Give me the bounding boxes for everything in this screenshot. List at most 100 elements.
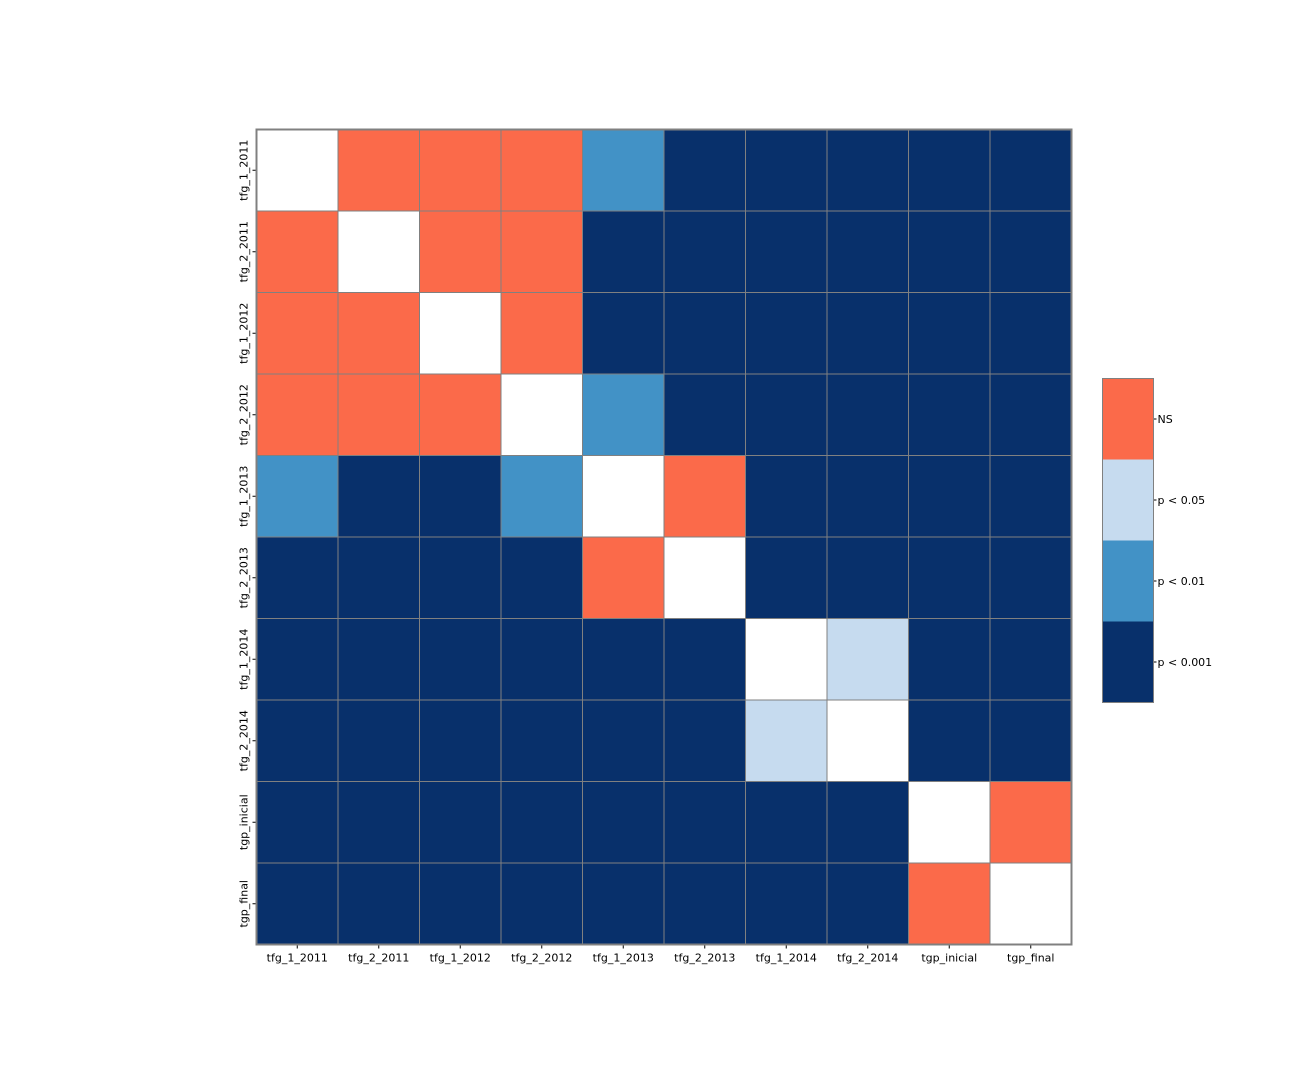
- heatmap-cell: [745, 292, 828, 375]
- y-tick-label: tfg_1_2013: [238, 466, 251, 527]
- heatmap-cell: [256, 781, 339, 864]
- heatmap-cell: [337, 862, 420, 945]
- heatmap-cell: [745, 699, 828, 782]
- heatmap-cell: [582, 862, 665, 945]
- heatmap-cell: [989, 536, 1072, 619]
- y-tick-label: tfg_2_2013: [238, 547, 251, 608]
- legend-label: p < 0.01: [1158, 575, 1206, 588]
- heatmap-cell: [256, 536, 339, 619]
- heatmap-cell: [989, 618, 1072, 701]
- heatmap-cell: [663, 373, 746, 456]
- heatmap-cell: [989, 292, 1072, 375]
- heatmap-cell: [500, 781, 583, 864]
- heatmap-cell: [826, 455, 909, 538]
- y-tick-label: tgp_final: [238, 880, 251, 927]
- heatmap-cell: [582, 455, 665, 538]
- heatmap-cell: [989, 373, 1072, 456]
- heatmap-cell: [989, 210, 1072, 293]
- heatmap-cell: [419, 862, 502, 945]
- heatmap-cell: [500, 292, 583, 375]
- heatmap-cell: [500, 210, 583, 293]
- heatmap-cell: [500, 618, 583, 701]
- heatmap-cell: [256, 618, 339, 701]
- heatmap-cell: [500, 373, 583, 456]
- heatmap-cell: [908, 781, 991, 864]
- heatmap-cell: [663, 862, 746, 945]
- heatmap-cell: [582, 699, 665, 782]
- x-tick-label: tfg_1_2013: [593, 952, 654, 965]
- heatmap-cell: [663, 292, 746, 375]
- significance-legend: NS p < 0.05 p < 0.01 p < 0.001: [1102, 378, 1213, 703]
- heatmap-cell: [256, 210, 339, 293]
- heatmap-cell: [908, 862, 991, 945]
- heatmap-cell: [745, 781, 828, 864]
- heatmap-cell: [582, 618, 665, 701]
- legend-label: p < 0.001: [1158, 656, 1213, 669]
- heatmap-cells: [256, 129, 1072, 945]
- heatmap-cell: [337, 618, 420, 701]
- x-tick-label: tfg_1_2012: [430, 952, 491, 965]
- heatmap-cell: [826, 699, 909, 782]
- y-tick-labels: tfg_1_2011 tfg_2_2011 tfg_1_2012 tfg_2_2012…: [238, 140, 257, 927]
- heatmap-cell: [826, 129, 909, 212]
- x-tick-label: tfg_2_2011: [348, 952, 409, 965]
- heatmap-cell: [419, 618, 502, 701]
- heatmap-cell: [337, 292, 420, 375]
- heatmap-cell: [337, 781, 420, 864]
- x-tick-label: tgp_inicial: [921, 952, 977, 965]
- heatmap-cell: [826, 618, 909, 701]
- heatmap-cell: [826, 862, 909, 945]
- heatmap-frame: [255, 128, 1073, 946]
- heatmap-cell: [826, 292, 909, 375]
- heatmap-cell: [582, 129, 665, 212]
- y-tick-label: tgp_inicial: [238, 794, 251, 850]
- heatmap-cell: [663, 129, 746, 212]
- heatmap-cell: [582, 292, 665, 375]
- heatmap-cell: [256, 699, 339, 782]
- heatmap-cell: [256, 129, 339, 212]
- y-tick-label: tfg_2_2011: [238, 221, 251, 282]
- heatmap-cell: [908, 536, 991, 619]
- heatmap-cell: [500, 699, 583, 782]
- heatmap-cell: [826, 373, 909, 456]
- x-tick-label: tgp_final: [1007, 952, 1054, 965]
- x-tick-label: tfg_1_2011: [267, 952, 328, 965]
- heatmap-cell: [256, 455, 339, 538]
- heatmap-cell: [419, 699, 502, 782]
- legend-label: NS: [1158, 413, 1173, 426]
- x-tick-label: tfg_1_2014: [756, 952, 817, 965]
- heatmap-cell: [337, 455, 420, 538]
- heatmap-cell: [337, 129, 420, 212]
- heatmap-cell: [989, 699, 1072, 782]
- heatmap-cell: [663, 210, 746, 293]
- heatmap-cell: [663, 536, 746, 619]
- heatmap-cell: [419, 292, 502, 375]
- heatmap-cell: [745, 536, 828, 619]
- heatmap-cell: [908, 699, 991, 782]
- y-tick-label: tfg_1_2014: [238, 629, 251, 690]
- legend-swatch: [1102, 540, 1154, 622]
- legend-swatch: [1102, 459, 1154, 541]
- heatmap-cell: [582, 781, 665, 864]
- y-tick-label: tfg_1_2011: [238, 140, 251, 201]
- heatmap-cell: [663, 781, 746, 864]
- x-tick-label: tfg_2_2014: [837, 952, 898, 965]
- heatmap-cell: [256, 862, 339, 945]
- y-tick-label: tfg_2_2014: [238, 710, 251, 771]
- legend-swatch: [1102, 621, 1154, 703]
- x-tick-label: tfg_2_2013: [674, 952, 735, 965]
- heatmap-cell: [256, 292, 339, 375]
- heatmap-cell: [989, 129, 1072, 212]
- heatmap-cell: [908, 373, 991, 456]
- heatmap-cell: [826, 210, 909, 293]
- heatmap-cell: [745, 129, 828, 212]
- heatmap-cell: [337, 536, 420, 619]
- heatmap-cell: [500, 129, 583, 212]
- heatmap-cell: [419, 210, 502, 293]
- heatmap-cell: [745, 210, 828, 293]
- heatmap-cell: [419, 455, 502, 538]
- x-tick-labels: tfg_1_2011 tfg_2_2011 tfg_1_2012 tfg_2_2012…: [267, 944, 1054, 965]
- heatmap-cell: [582, 210, 665, 293]
- heatmap-cell: [582, 373, 665, 456]
